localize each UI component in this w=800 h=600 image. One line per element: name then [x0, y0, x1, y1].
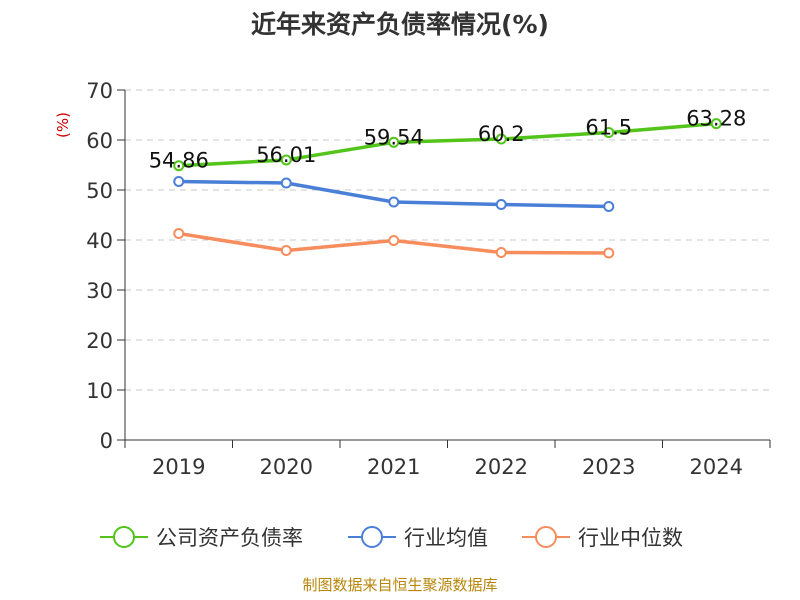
data-point[interactable] [173, 176, 185, 187]
data-point[interactable] [495, 247, 507, 258]
data-label: 60.2 [478, 122, 525, 146]
data-label: 54.86 [149, 149, 209, 173]
data-point[interactable] [388, 196, 400, 208]
data-point[interactable] [388, 235, 400, 246]
series-2 [173, 228, 615, 259]
axes [117, 89, 771, 448]
source-note: 制图数据来自恒生聚源数据库 [302, 576, 497, 594]
legend-item[interactable]: 公司资产负债率 [100, 526, 303, 550]
y-tick-label: 40 [86, 229, 113, 253]
legend-label: 行业中位数 [578, 526, 683, 550]
series-0: 54.86 56.01 59.54 60.2 61.5 63.28 [149, 107, 747, 173]
data-label: 59.54 [364, 125, 424, 149]
data-point[interactable] [280, 154, 292, 166]
data-label: 56.01 [256, 143, 316, 167]
x-tick-label: 2020 [260, 455, 313, 479]
data-point[interactable] [280, 245, 292, 256]
y-axis-label: (%) [54, 112, 72, 138]
y-tick-label: 30 [86, 279, 113, 303]
legend-marker [535, 526, 557, 548]
series-1 [173, 176, 615, 212]
x-tick-label: 2022 [475, 455, 528, 479]
y-tick-label: 50 [86, 179, 113, 203]
data-point[interactable] [495, 199, 507, 210]
series-group: 54.86 56.01 59.54 60.2 61.5 63.28 [149, 107, 747, 259]
data-point[interactable] [603, 201, 615, 212]
legend-item[interactable]: 行业均值 [348, 526, 488, 550]
legend-label: 公司资产负债率 [156, 526, 303, 550]
legend[interactable]: 公司资产负债率 行业均值 行业中位数 [100, 526, 683, 550]
x-tick-label: 2023 [582, 455, 635, 479]
legend-marker [361, 526, 383, 548]
data-point[interactable] [173, 228, 185, 239]
data-point[interactable] [495, 133, 507, 145]
x-ticks: 2019 2020 2021 2022 2023 2024 [152, 455, 743, 479]
data-point[interactable] [603, 127, 615, 138]
series-line [178, 121, 717, 168]
x-tick-label: 2021 [367, 455, 420, 479]
data-point[interactable] [388, 136, 400, 148]
y-tick-label: 60 [86, 129, 113, 153]
y-tick-label: 20 [86, 329, 113, 353]
data-point[interactable] [173, 160, 185, 172]
chart-title: 近年来资产负债率情况(%) [251, 10, 549, 39]
legend-item[interactable]: 行业中位数 [522, 526, 683, 550]
y-ticks: 0 10 20 30 40 50 60 70 [86, 79, 113, 453]
y-tick-label: 70 [86, 79, 113, 103]
y-tick-label: 10 [86, 379, 113, 403]
data-label: 63.28 [686, 107, 746, 131]
legend-marker [113, 526, 135, 548]
data-point[interactable] [280, 177, 292, 189]
y-tick-label: 0 [100, 429, 113, 453]
data-point[interactable] [603, 247, 615, 259]
data-point[interactable] [710, 118, 722, 130]
legend-label: 行业均值 [404, 526, 488, 550]
x-tick-label: 2024 [690, 455, 743, 479]
data-label: 61.5 [585, 116, 632, 140]
x-tick-label: 2019 [152, 455, 205, 479]
